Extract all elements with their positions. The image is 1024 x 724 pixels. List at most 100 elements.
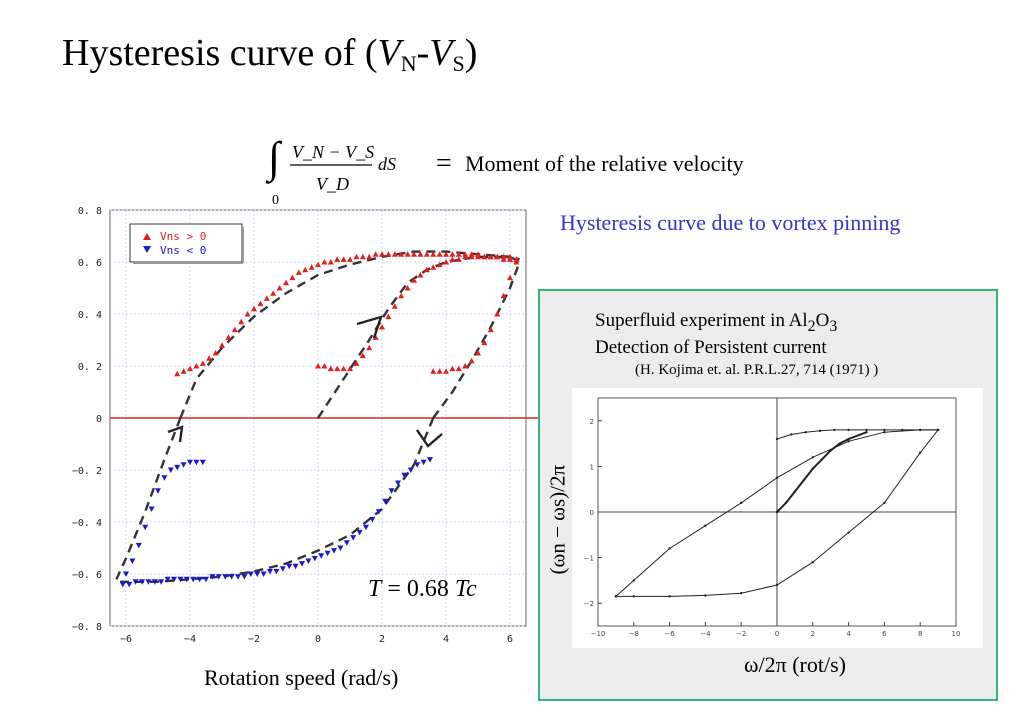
data-point (404, 251, 411, 257)
inset-y-tick-label: 1 (590, 463, 594, 471)
data-point (254, 571, 261, 577)
data-point (356, 529, 363, 536)
data-point (155, 488, 161, 494)
inset-point (704, 594, 707, 597)
denominator: V_D (316, 174, 349, 194)
inset-y-tick-label: 0 (590, 509, 594, 517)
data-point (315, 363, 321, 369)
data-point (187, 365, 193, 372)
inset-point (847, 440, 850, 443)
data-point (487, 253, 494, 260)
inset-point (775, 437, 779, 441)
data-point (199, 360, 206, 366)
data-point (350, 535, 357, 541)
data-point (379, 251, 385, 257)
data-point (398, 292, 405, 299)
inset-experiment-title: Superfluid experiment in Al2O3 (595, 310, 838, 335)
data-point (430, 264, 437, 270)
inset-point (847, 531, 850, 534)
data-point (359, 253, 366, 260)
data-point (212, 350, 219, 356)
fit-curve (116, 417, 435, 583)
data-point (455, 251, 462, 257)
x-axis-label: Rotation speed (rad/s) (204, 665, 399, 690)
x-tick-label: −2 (248, 634, 260, 645)
numerator: V_N − V_S (292, 142, 374, 162)
y-tick-label: 0. 8 (78, 206, 102, 217)
inset-point (775, 510, 779, 514)
inset-detection-line: Detection of Persistent current (595, 337, 827, 358)
data-point (119, 581, 126, 588)
inset-x-axis-label: ω/2π (rot/s) (744, 652, 846, 677)
inset-point (833, 428, 836, 432)
temperature-label: T = 0.68 Tc (368, 576, 477, 602)
data-point (500, 292, 507, 299)
inset-point (804, 431, 807, 434)
axis-ticks: −6 −4 −2 0 2 4 6 −0. 8 −0. 6 −0. 4 −0. 2 0 0. 2 0. 4 0… (72, 206, 513, 645)
data-point (391, 251, 398, 257)
data-point (436, 368, 443, 374)
data-point (487, 326, 494, 333)
data-point (334, 365, 341, 372)
data-point (235, 574, 241, 580)
data-point (302, 266, 309, 273)
data-point (286, 563, 293, 570)
data-point (215, 574, 222, 580)
data-point (244, 311, 251, 317)
fit-curve (316, 255, 521, 419)
data-point (327, 259, 334, 265)
data-point (443, 259, 449, 265)
data-point (180, 462, 187, 468)
data-point (398, 251, 405, 257)
data-point (449, 256, 456, 262)
data-point (126, 581, 133, 588)
data-point (203, 576, 209, 583)
inset-point (811, 456, 814, 459)
y-tick-label: −0. 8 (72, 622, 102, 633)
equals-sign: = (436, 148, 452, 179)
data-point (462, 363, 469, 369)
data-point (283, 279, 289, 286)
data-point (251, 305, 257, 312)
data-point (279, 566, 286, 572)
data-point (353, 360, 360, 366)
inset-x-tick-label: 8 (918, 630, 922, 638)
inset-point (838, 442, 841, 445)
lower-limit: 0 (272, 193, 279, 208)
inset-point (802, 478, 806, 482)
data-point (411, 251, 417, 257)
data-point (494, 311, 501, 317)
data-point (334, 256, 341, 262)
inset-y-tick-label: −2 (584, 600, 594, 608)
data-point (295, 269, 302, 275)
data-point (193, 363, 200, 369)
data-point (423, 251, 430, 257)
page-title: Hysteresis curve of (VN-VS) (62, 32, 478, 76)
data-point (292, 563, 299, 570)
data-point (145, 579, 152, 585)
data-point (199, 459, 206, 466)
data-point (372, 334, 379, 340)
data-point (363, 524, 369, 531)
data-point (375, 509, 382, 515)
y-tick-label: 0. 6 (78, 258, 102, 269)
inset-point (632, 595, 635, 598)
inset-point (847, 437, 850, 441)
data-point (263, 295, 270, 301)
data-point (468, 253, 475, 260)
inset-point (829, 449, 832, 452)
data-point (257, 300, 264, 307)
data-point (382, 498, 389, 505)
data-point (318, 553, 325, 559)
inset-point (790, 433, 793, 436)
x-tick-label: 6 (507, 634, 513, 645)
data-point (123, 571, 129, 577)
y-tick-label: 0. 4 (78, 310, 102, 321)
data-point (462, 253, 469, 260)
data-point (151, 579, 158, 585)
integral-sign: ∫ (265, 133, 283, 184)
fit-curve (432, 261, 521, 419)
y-tick-label: 0 (96, 414, 102, 425)
data-point (190, 576, 197, 583)
data-point (436, 251, 443, 257)
